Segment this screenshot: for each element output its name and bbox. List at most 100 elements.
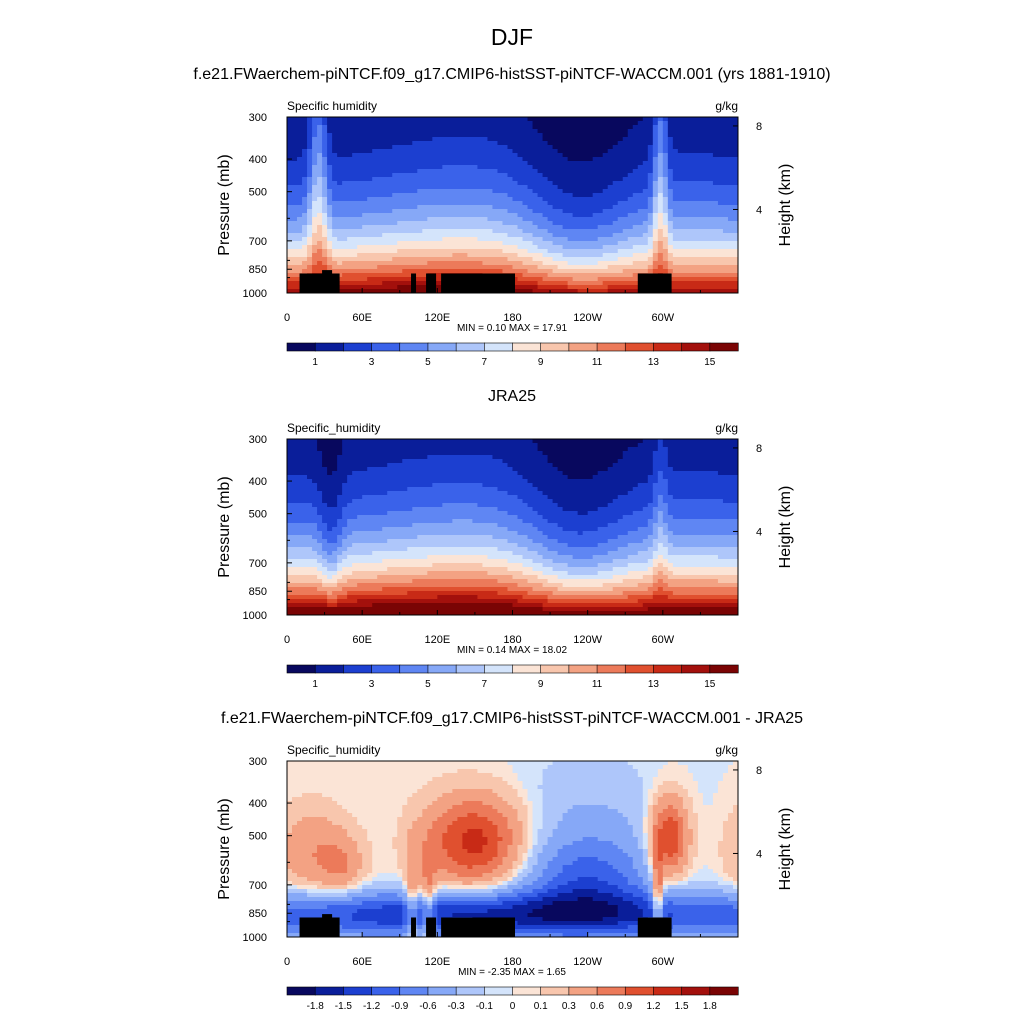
contour-cell: [532, 889, 549, 894]
contour-cell: [637, 841, 644, 846]
contour-cell: [432, 821, 453, 826]
contour-cell: [602, 253, 634, 258]
contour-cell: [547, 455, 624, 460]
contour-cell: [657, 785, 684, 790]
y-tick-label: 500: [249, 187, 267, 199]
contour-cell: [537, 785, 644, 790]
contour-cell: [312, 117, 323, 122]
colorbar-swatch: [371, 342, 401, 352]
contour-cell: [287, 781, 428, 786]
colorbar-swatch: [343, 342, 373, 352]
contour-cell: [642, 117, 654, 122]
contour-field: [287, 761, 738, 937]
contour-cell: [417, 913, 423, 918]
contour-cell: [287, 463, 323, 468]
colorbar-swatch: [540, 986, 570, 996]
contour-cell: [327, 173, 333, 178]
contour-cell: [542, 213, 574, 218]
contour-cell: [327, 591, 333, 596]
contour-cell: [647, 173, 654, 178]
contour-cell: [672, 237, 738, 242]
contour-cell: [422, 913, 433, 918]
contour-cell: [662, 877, 684, 882]
contour-cell: [647, 829, 654, 834]
contour-cell: [357, 869, 373, 874]
contour-cell: [327, 169, 333, 174]
contour-cell: [677, 861, 689, 866]
contour-cell: [652, 821, 659, 826]
contour-cell: [517, 471, 564, 476]
contour-cell: [657, 129, 664, 134]
contour-cell: [427, 893, 433, 898]
contour-cell: [657, 829, 679, 834]
contour-cell: [322, 185, 328, 190]
contour-cell: [557, 853, 629, 858]
contour-cell: [667, 567, 738, 572]
contour-cell: [332, 797, 408, 802]
contour-cell: [287, 841, 358, 846]
contour-cell: [592, 193, 634, 198]
contour-cell: [402, 881, 408, 886]
contour-cell: [657, 117, 664, 122]
contour-cell: [287, 789, 418, 794]
contour-cell: [287, 909, 358, 914]
contour-cell: [317, 527, 328, 532]
contour-cell: [542, 137, 624, 142]
contour-cell: [332, 265, 378, 270]
contour-cell: [647, 475, 659, 480]
contour-cell: [402, 873, 408, 878]
contour-cell: [652, 197, 659, 202]
contour-cell: [317, 181, 323, 186]
contour-cell: [502, 901, 529, 906]
contour-cell: [452, 913, 529, 918]
contour-cell: [662, 515, 674, 520]
contour-cell: [287, 149, 303, 154]
contour-cell: [287, 893, 308, 898]
contour-cell: [662, 587, 738, 592]
contour-cell: [657, 901, 664, 906]
contour-cell: [527, 249, 549, 254]
contour-cell: [312, 209, 323, 214]
contour-cell: [322, 149, 328, 154]
contour-cell: [617, 141, 654, 146]
contour-cell: [302, 285, 398, 290]
contour-cell: [297, 157, 308, 162]
contour-cell: [497, 523, 534, 528]
contour-cell: [517, 599, 549, 604]
contour-cell: [642, 575, 654, 580]
y2-tick-label: 8: [756, 121, 762, 133]
contour-cell: [657, 563, 664, 568]
contour-cell: [662, 579, 719, 584]
contour-cell: [647, 841, 654, 846]
contour-cell: [317, 511, 343, 516]
contour-cell: [662, 193, 669, 198]
colorbar-swatch: [343, 664, 373, 674]
contour-cell: [517, 225, 539, 230]
contour-cell: [547, 595, 629, 600]
contour-cell: [672, 225, 738, 230]
contour-cell: [662, 121, 669, 126]
contour-cell: [327, 121, 534, 126]
contour-cell: [437, 881, 463, 886]
contour-cell: [427, 455, 494, 460]
contour-cell: [692, 809, 734, 814]
contour-cell: [347, 853, 363, 858]
contour-cell: [647, 281, 738, 286]
contour-cell: [417, 897, 423, 902]
contour-cell: [317, 845, 338, 850]
contour-cell: [657, 265, 664, 270]
x-tick-label: 0: [284, 956, 290, 968]
contour-cell: [502, 269, 529, 274]
contour-cell: [652, 149, 659, 154]
contour-cell: [532, 587, 559, 592]
contour-cell: [667, 511, 738, 516]
colorbar-label: 15: [704, 679, 716, 690]
contour-cell: [637, 845, 644, 850]
y-tick-label: 850: [249, 908, 267, 920]
contour-cell: [647, 837, 654, 842]
contour-cell: [437, 909, 489, 914]
contour-cell: [352, 837, 368, 842]
contour-cell: [287, 833, 348, 838]
contour-cell: [422, 845, 443, 850]
contour-cell: [517, 181, 554, 186]
